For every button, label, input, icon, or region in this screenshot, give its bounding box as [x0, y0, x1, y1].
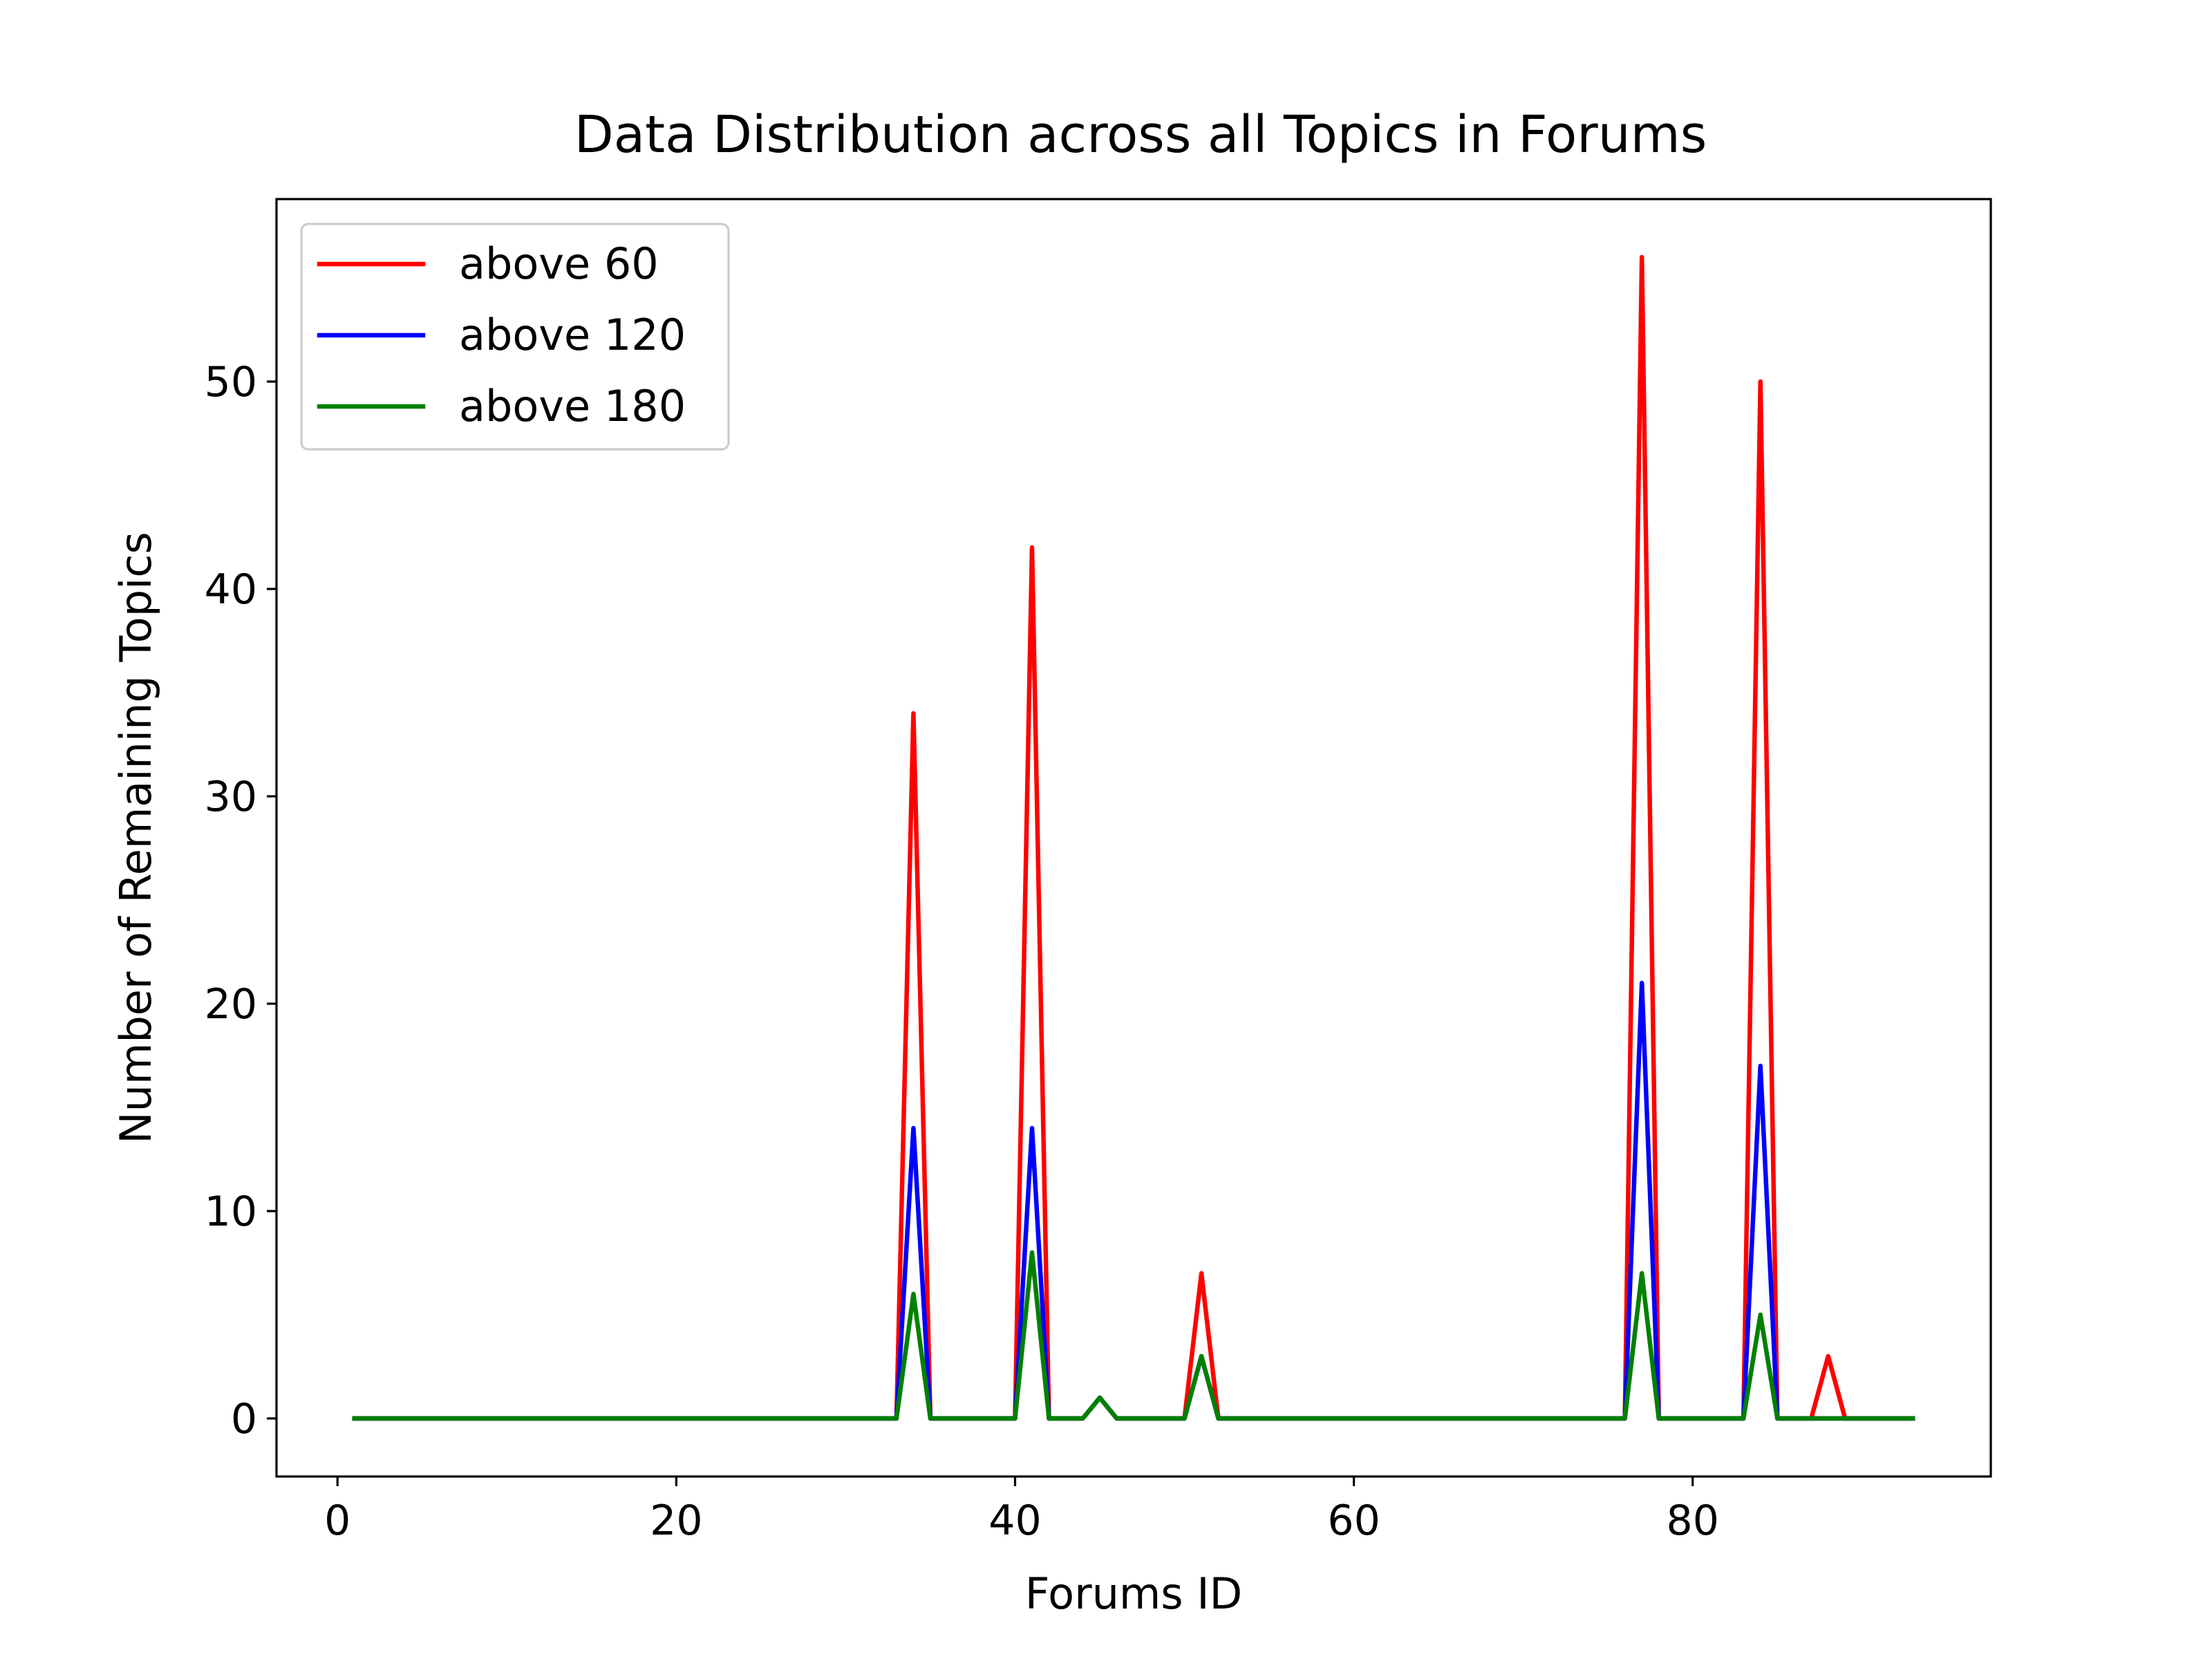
y-axis-ticks: 0 10 20 30 40 50: [205, 358, 276, 1443]
series-line-3: [352, 1250, 1915, 1421]
y-tick-label-2: 20: [205, 980, 257, 1029]
chart-title: Data Distribution across all Topics in F…: [574, 105, 1707, 165]
x-tick-label-3: 60: [1327, 1497, 1380, 1545]
legend: above 60 above 120 above 180: [300, 223, 730, 451]
y-tick-label-5: 50: [205, 358, 257, 406]
plot-frame: [275, 198, 1992, 1478]
y-tick-label-0: 0: [231, 1395, 257, 1443]
legend-frame: [300, 223, 730, 451]
legend-label-2: above 120: [459, 310, 686, 360]
x-tick-label-2: 40: [988, 1497, 1041, 1545]
x-tick-label-4: 80: [1667, 1497, 1719, 1545]
y-tick-label-3: 30: [205, 773, 257, 821]
y-axis-label: Number of Remaining Topics: [111, 532, 161, 1143]
x-axis-ticks: 0 20 40 60 80: [324, 1477, 1719, 1545]
legend-label-1: above 60: [459, 238, 659, 289]
x-axis-label: Forums ID: [1025, 1568, 1243, 1619]
x-tick-label-1: 20: [650, 1497, 702, 1545]
y-tick-label-4: 40: [205, 565, 257, 614]
series-lines: [352, 254, 1915, 1421]
x-tick-label-0: 0: [324, 1497, 350, 1545]
y-tick-label-1: 10: [205, 1188, 257, 1236]
legend-label-3: above 180: [459, 381, 686, 431]
